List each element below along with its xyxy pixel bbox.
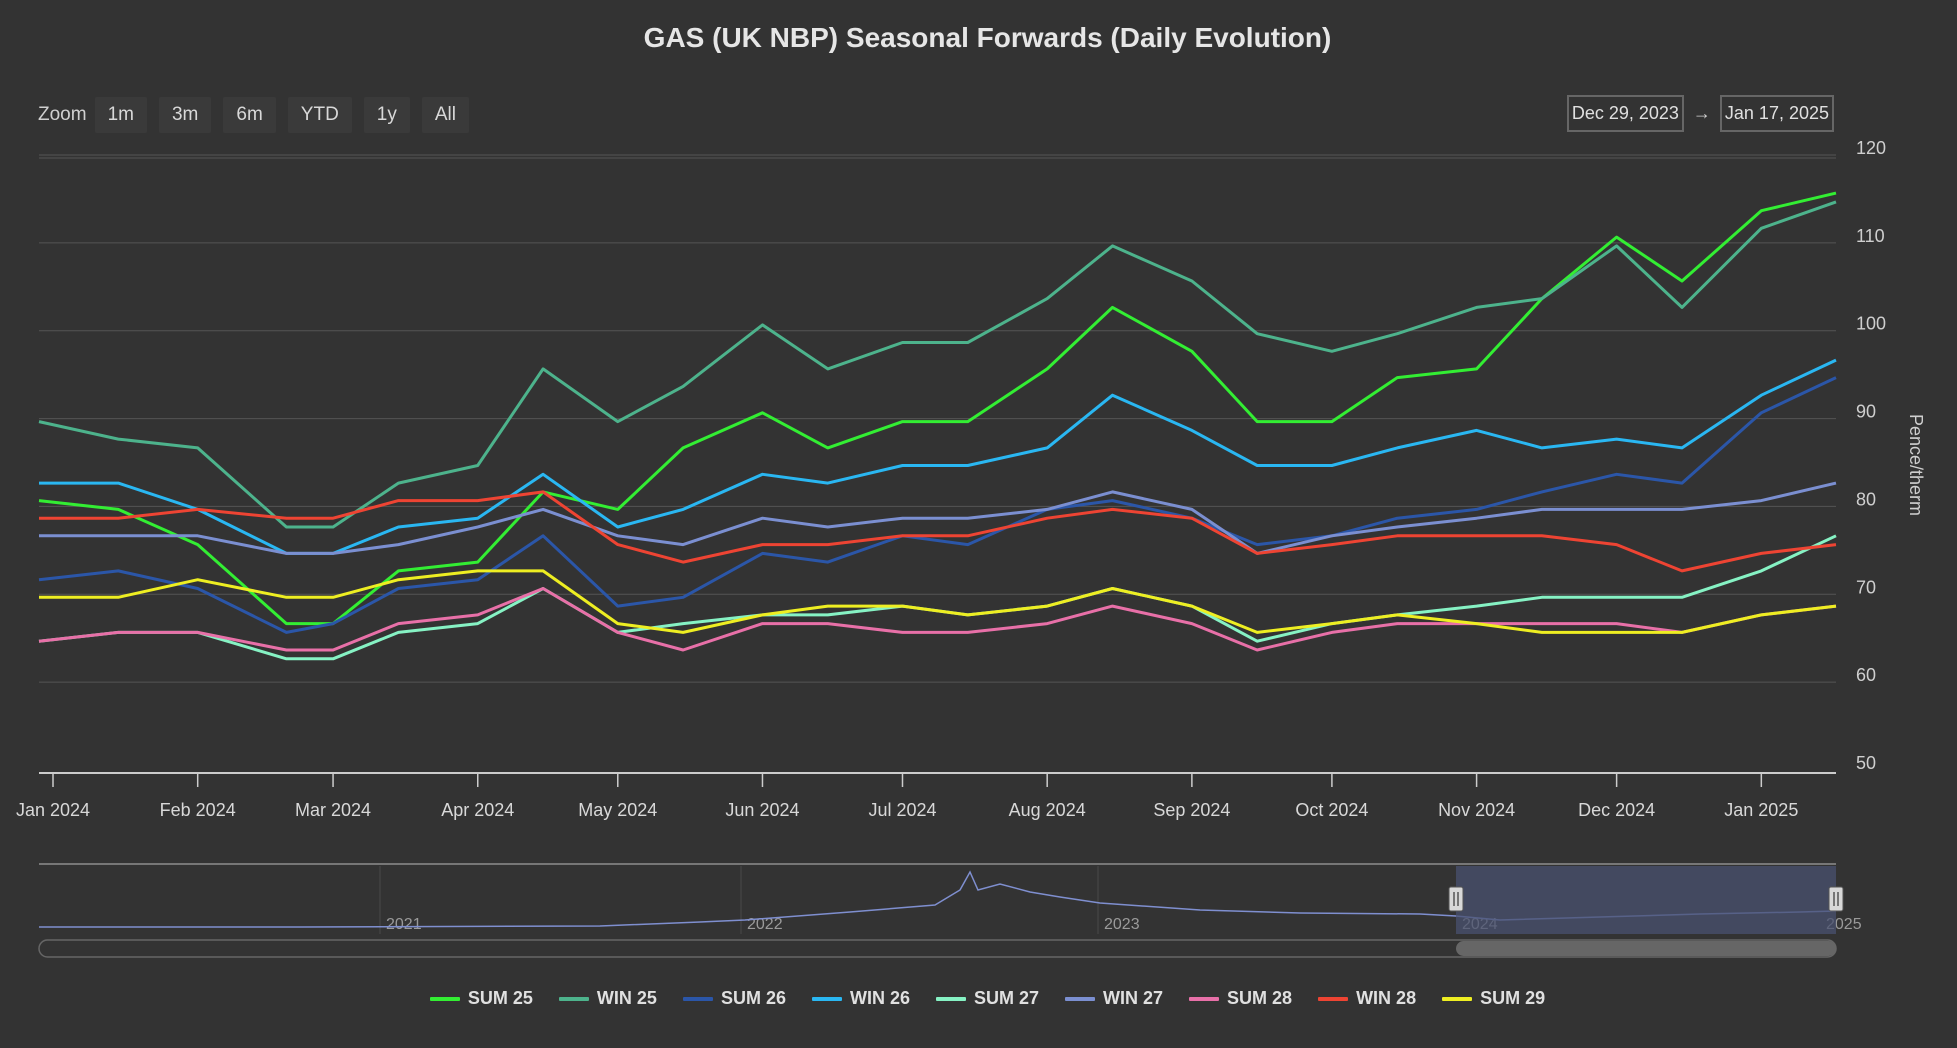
x-tick-label: Oct 2024 (1295, 800, 1368, 820)
legend-swatch (1318, 996, 1349, 1001)
legend-label: WIN 25 (596, 988, 657, 1008)
x-tick-label: Sep 2024 (1153, 800, 1230, 820)
legend-label: SUM 29 (1480, 988, 1546, 1008)
y-tick-label: 80 (1856, 489, 1876, 509)
zoom-1y-button[interactable]: 1y (363, 97, 410, 133)
zoom-ytd-button[interactable]: YTD (287, 97, 352, 133)
x-tick-label: Nov 2024 (1438, 800, 1515, 820)
navigator-selected-range[interactable] (1456, 866, 1836, 934)
legend-swatch (811, 996, 842, 1001)
legend-swatch (429, 996, 460, 1001)
chart-canvas: Jan 2024 Feb 2024 Mar 2024 Apr 2024 May 2024… (16, 138, 1926, 958)
legend-item-win28[interactable]: WIN 28 (1318, 988, 1416, 1009)
legend-item-sum25[interactable]: SUM 25 (429, 988, 533, 1009)
legend-item-win27[interactable]: WIN 27 (1065, 988, 1163, 1009)
legend-item-win26[interactable]: WIN 26 (811, 988, 910, 1009)
y-axis: 50 60 70 80 90 100 110 120 (1856, 138, 1886, 773)
range-to-input[interactable]: Jan 17, 2025 (1719, 95, 1834, 132)
y-tick-label: 110 (1856, 226, 1885, 246)
x-tick-label: Feb 2024 (160, 800, 236, 820)
legend-swatch (1189, 996, 1220, 1001)
navigator-year-label: 2021 (386, 916, 422, 933)
x-tick-label: Dec 2024 (1578, 800, 1655, 820)
gridlines (39, 154, 1836, 683)
legend-label: WIN 27 (1103, 988, 1164, 1008)
y-tick-label: 70 (1856, 577, 1876, 597)
y-tick-label: 50 (1856, 753, 1876, 773)
legend-label: WIN 28 (1356, 988, 1417, 1008)
zoom-3m-button[interactable]: 3m (158, 97, 212, 133)
date-range-selector: Dec 29, 2023 → Jan 17, 2025 (1566, 95, 1834, 132)
zoom-label: Zoom (38, 104, 87, 125)
legend-item-sum29[interactable]: SUM 29 (1442, 988, 1545, 1009)
navigator-year-label: 2023 (1104, 916, 1140, 933)
navigator[interactable]: 20212022202320242025 (38, 863, 1862, 958)
series-line-win28[interactable] (39, 490, 1837, 573)
series-line-win27[interactable] (39, 481, 1837, 555)
legend-item-sum26[interactable]: SUM 26 (682, 988, 786, 1009)
zoom-6m-button[interactable]: 6m (223, 97, 276, 133)
legend-label: SUM 28 (1227, 988, 1293, 1008)
zoom-1m-button[interactable]: 1m (94, 97, 147, 133)
y-tick-label: 60 (1856, 665, 1876, 685)
chart-title: GAS (UK NBP) Seasonal Forwards (Daily Ev… (643, 22, 1332, 53)
legend-swatch (682, 996, 713, 1001)
legend-swatch (1065, 996, 1096, 1001)
legend-swatch (1442, 996, 1473, 1001)
y-tick-label: 120 (1856, 138, 1886, 158)
x-axis: Jan 2024 Feb 2024 Mar 2024 Apr 2024 May 2024… (16, 772, 1836, 820)
x-tick-label: Aug 2024 (1009, 800, 1086, 820)
y-tick-label: 90 (1856, 402, 1876, 422)
navigator-year-label: 2022 (747, 916, 783, 933)
y-axis-title: Pence/therm (1906, 414, 1926, 516)
legend-label: SUM 25 (467, 988, 533, 1008)
series-line-sum26[interactable] (38, 376, 1837, 634)
legend: SUM 25 WIN 25 SUM 26 WIN 26 SUM 27 WIN 2… (0, 988, 1957, 1009)
legend-item-win25[interactable]: WIN 25 (558, 988, 657, 1009)
x-tick-label: Jun 2024 (725, 800, 799, 820)
x-tick-label: Apr 2024 (441, 800, 514, 820)
series-line-sum29[interactable] (39, 569, 1837, 634)
legend-label: SUM 26 (720, 988, 786, 1008)
series-line-sum28[interactable] (38, 587, 1837, 652)
legend-label: SUM 27 (973, 988, 1040, 1008)
zoom-all-button[interactable]: All (421, 97, 469, 133)
legend-item-sum28[interactable]: SUM 28 (1189, 988, 1292, 1009)
x-tick-label: Jul 2024 (868, 800, 936, 820)
legend-swatch (558, 996, 589, 1001)
x-tick-label: Jan 2025 (1724, 800, 1798, 820)
zoom-selector: Zoom 1m 3m 6m YTD 1y All (38, 96, 481, 134)
legend-swatch (935, 996, 966, 1001)
range-arrow-icon: → (1692, 103, 1711, 123)
scrollbar-thumb[interactable] (1456, 941, 1836, 956)
navigator-left-handle[interactable] (1448, 886, 1464, 912)
range-from-input[interactable]: Dec 29, 2023 (1566, 95, 1684, 132)
x-tick-label: Jan 2024 (16, 800, 90, 820)
legend-item-sum27[interactable]: SUM 27 (935, 988, 1040, 1009)
x-tick-label: May 2024 (578, 800, 657, 820)
x-tick-label: Mar 2024 (295, 800, 371, 820)
plot-area (38, 191, 1837, 661)
navigator-right-handle[interactable] (1828, 886, 1844, 912)
legend-label: WIN 26 (849, 988, 910, 1008)
series-line-win26[interactable] (39, 358, 1837, 555)
series-line-win25[interactable] (38, 200, 1837, 529)
y-tick-label: 100 (1856, 314, 1886, 334)
series-line-sum25[interactable] (38, 191, 1837, 626)
